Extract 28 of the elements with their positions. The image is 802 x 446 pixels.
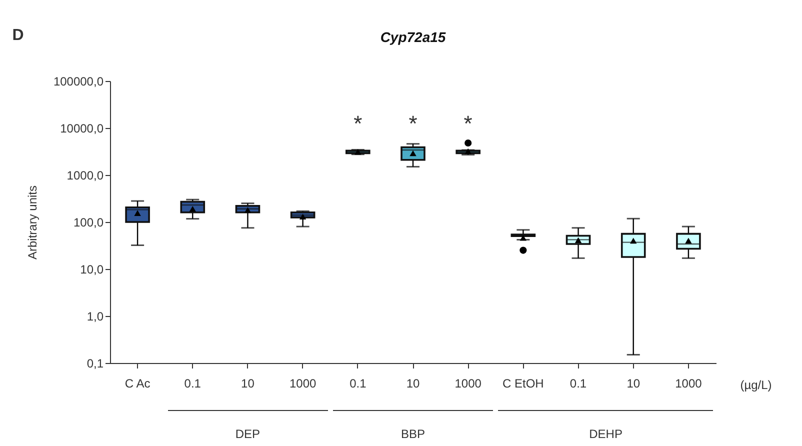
annotation: * <box>464 111 473 136</box>
x-tick-label: C EtOH <box>502 376 544 390</box>
text: (µg/L) <box>740 378 772 392</box>
x-tick-label: 10 <box>626 376 640 390</box>
y-axis-title: Arbitrary units <box>25 185 40 260</box>
x-tick-label: 1000 <box>289 376 316 390</box>
text: BBP <box>400 427 426 441</box>
y-tick-label: 10000,0 <box>60 122 104 136</box>
x-tick-label: 1000 <box>675 376 702 390</box>
chart-title: Cyp72a15 <box>380 29 446 45</box>
x-tick-label: 0.1 <box>350 376 367 390</box>
y-tick-label: 0,1 <box>86 356 104 370</box>
x-tick-label: C Ac <box>124 376 150 390</box>
y-tick-label: 1000,0 <box>66 168 104 182</box>
annotation: * <box>408 111 418 136</box>
y-tick-label: 1,0 <box>86 310 104 324</box>
y-tick-label: 100000,0 <box>53 74 104 88</box>
x-tick-label: 0.1 <box>570 376 587 390</box>
x-tick-label: 10 <box>406 376 420 390</box>
text: D <box>12 27 24 45</box>
y-tick-label: 100,0 <box>73 216 104 230</box>
x-tick-label: 1000 <box>454 376 482 390</box>
text: DEHP <box>589 427 622 441</box>
x-tick-label: 10 <box>241 376 255 390</box>
text: DEP <box>235 427 260 441</box>
x-tick-label: 0.1 <box>184 376 202 390</box>
y-tick-label: 10,0 <box>80 262 104 276</box>
annotation: * <box>354 111 363 136</box>
